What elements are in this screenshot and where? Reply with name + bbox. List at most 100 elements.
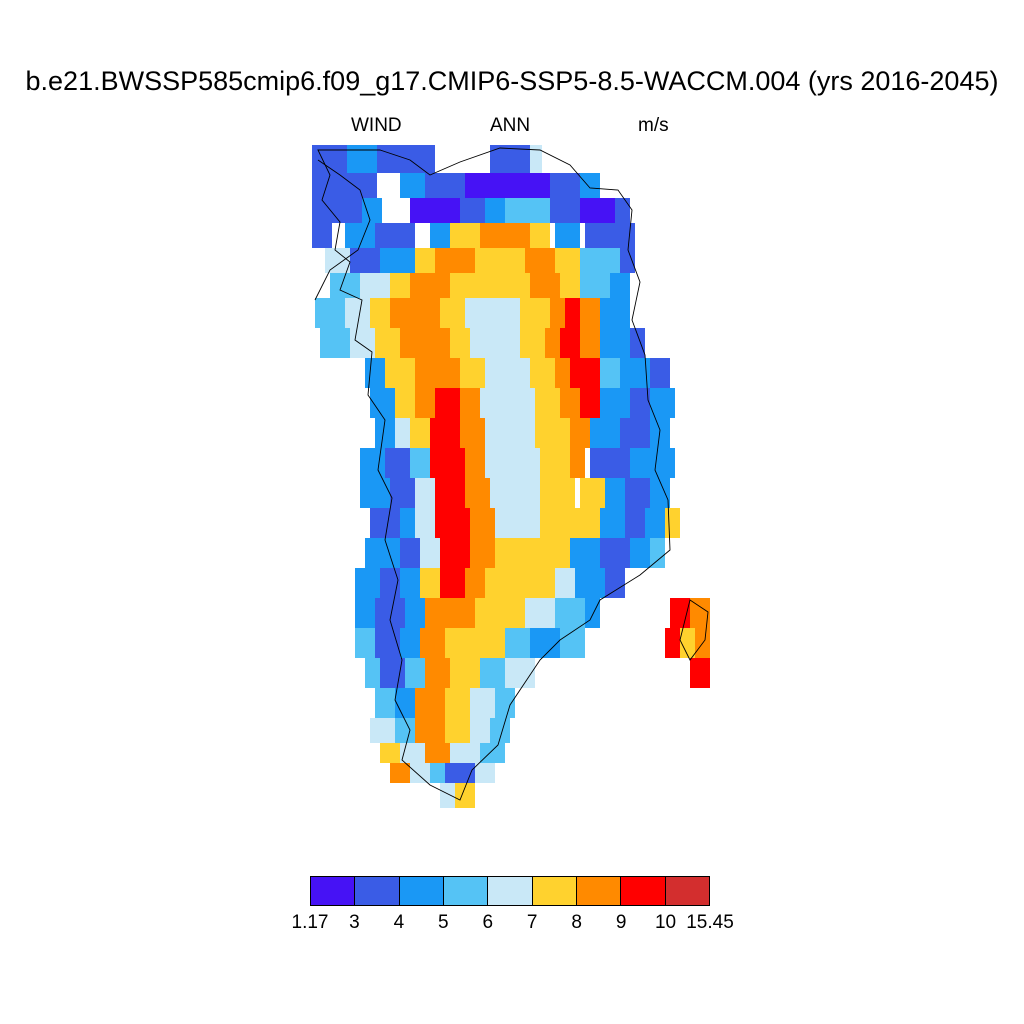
wind-cell: [485, 448, 540, 478]
wind-cell: [540, 448, 570, 478]
wind-cell: [375, 628, 400, 658]
wind-cell: [570, 448, 585, 478]
wind-cell: [375, 598, 405, 628]
wind-cell: [495, 688, 515, 718]
wind-cell: [505, 658, 535, 688]
wind-cell: [475, 598, 525, 628]
wind-cell: [450, 743, 480, 763]
wind-cell: [425, 598, 445, 628]
wind-cell: [530, 628, 560, 658]
wind-cell: [375, 223, 415, 248]
wind-cell: [480, 388, 535, 418]
wind-cell: [410, 198, 460, 223]
wind-cell: [580, 173, 600, 198]
wind-cell: [420, 568, 440, 598]
wind-cell: [690, 658, 710, 688]
colorbar-label: 3: [349, 912, 360, 933]
wind-cell: [365, 538, 400, 568]
wind-cell: [625, 223, 635, 248]
wind-cell: [435, 478, 465, 508]
wind-cell: [475, 628, 505, 658]
colorbar-swatch-5: [532, 877, 577, 905]
colorbar-label: 7: [526, 912, 538, 933]
wind-cell: [425, 173, 465, 198]
wind-cell: [355, 628, 375, 658]
wind-cell: [565, 298, 580, 328]
wind-cell: [440, 568, 465, 598]
wind-cell: [590, 418, 620, 448]
wind-cell: [415, 248, 435, 273]
wind-cell: [625, 478, 650, 508]
wind-cell: [470, 328, 520, 358]
wind-field-cells: [312, 145, 710, 808]
wind-cell: [555, 223, 580, 248]
wind-cell: [550, 173, 580, 198]
wind-cell: [630, 448, 660, 478]
wind-cell: [620, 418, 650, 448]
wind-cell: [530, 358, 555, 388]
wind-cell: [390, 273, 410, 298]
wind-cell: [460, 388, 480, 418]
wind-cell: [625, 508, 645, 538]
wind-cell: [460, 358, 485, 388]
wind-cell: [555, 598, 585, 628]
wind-cell: [465, 173, 510, 198]
wind-cell: [370, 388, 395, 418]
wind-cell: [600, 388, 630, 418]
season-label: ANN: [490, 115, 531, 136]
wind-cell: [620, 358, 650, 388]
wind-cell: [530, 145, 542, 173]
wind-cell: [555, 568, 575, 598]
wind-cell: [420, 628, 445, 658]
wind-cell: [505, 198, 550, 223]
wind-cell: [465, 448, 485, 478]
wind-cell: [425, 658, 450, 688]
wind-cell: [355, 568, 380, 598]
wind-cell: [485, 568, 525, 598]
wind-cell: [650, 478, 670, 508]
wind-cell: [410, 273, 450, 298]
wind-cell: [650, 538, 665, 568]
wind-cell: [580, 388, 600, 418]
wind-cell: [530, 223, 550, 248]
wind-cell: [650, 358, 670, 388]
wind-cell: [415, 688, 445, 718]
wind-cell: [445, 763, 475, 783]
wind-cell: [600, 508, 625, 538]
wind-cell: [615, 198, 630, 223]
wind-cell: [400, 568, 420, 598]
colorbar-swatch-8: [665, 877, 709, 905]
wind-cell: [690, 598, 710, 628]
colorbar-label: 8: [571, 912, 582, 933]
wind-cell: [535, 418, 570, 448]
wind-cell: [480, 743, 505, 763]
wind-cell: [415, 388, 435, 418]
wind-cell: [480, 223, 530, 248]
wind-cell: [570, 358, 600, 388]
wind-cell: [630, 328, 645, 358]
wind-cell: [490, 718, 510, 743]
wind-cell: [470, 273, 530, 298]
wind-cell: [410, 418, 430, 448]
wind-cell: [380, 568, 400, 598]
wind-cell: [605, 478, 625, 508]
wind-cell: [445, 628, 475, 658]
wind-cell: [435, 248, 475, 273]
wind-cell: [380, 248, 415, 273]
wind-cell: [525, 248, 555, 273]
wind-cell: [385, 358, 415, 388]
wind-cell: [580, 478, 605, 508]
wind-cell: [560, 628, 585, 658]
wind-cell: [395, 418, 410, 448]
wind-cell: [475, 763, 495, 783]
wind-cell: [375, 418, 395, 448]
wind-cell: [520, 328, 545, 358]
colorbar: [310, 876, 710, 906]
wind-cell: [465, 478, 490, 508]
wind-cell: [505, 628, 530, 658]
wind-cell: [540, 478, 575, 508]
wind-cell: [312, 223, 332, 248]
wind-cell: [375, 688, 395, 718]
wind-cell: [470, 538, 495, 568]
wind-cell: [430, 418, 460, 448]
